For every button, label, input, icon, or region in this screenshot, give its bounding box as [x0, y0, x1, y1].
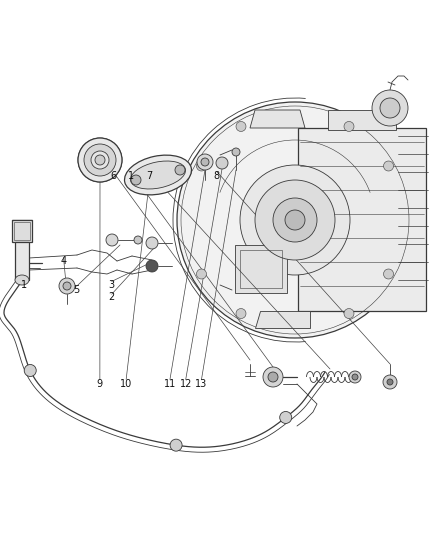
- Circle shape: [59, 278, 75, 294]
- Circle shape: [273, 198, 317, 242]
- Bar: [235, 245, 287, 293]
- Ellipse shape: [124, 155, 191, 195]
- Bar: [12, 220, 32, 242]
- Circle shape: [263, 367, 283, 387]
- Circle shape: [236, 122, 246, 132]
- Circle shape: [146, 237, 158, 249]
- Circle shape: [24, 365, 36, 376]
- Circle shape: [134, 236, 142, 244]
- Circle shape: [106, 234, 118, 246]
- Circle shape: [78, 138, 122, 182]
- Circle shape: [384, 161, 393, 171]
- Circle shape: [175, 165, 185, 175]
- Circle shape: [146, 260, 158, 272]
- Circle shape: [197, 154, 213, 170]
- Circle shape: [352, 374, 358, 380]
- Text: 1: 1: [21, 280, 27, 290]
- Circle shape: [255, 180, 335, 260]
- Text: 3: 3: [109, 280, 115, 289]
- Circle shape: [91, 151, 109, 169]
- Circle shape: [285, 210, 305, 230]
- Ellipse shape: [131, 161, 186, 189]
- Circle shape: [170, 439, 182, 451]
- Circle shape: [349, 371, 361, 383]
- Circle shape: [232, 148, 240, 156]
- Bar: [298, 128, 426, 311]
- Text: 11: 11: [164, 379, 176, 389]
- Circle shape: [177, 102, 413, 338]
- Text: 10: 10: [120, 379, 132, 389]
- Circle shape: [240, 165, 350, 275]
- Circle shape: [372, 90, 408, 126]
- Text: 2: 2: [109, 293, 115, 302]
- Circle shape: [216, 157, 228, 169]
- Circle shape: [380, 98, 400, 118]
- Polygon shape: [250, 110, 305, 128]
- Text: 6: 6: [110, 171, 116, 181]
- Text: 1: 1: [127, 171, 134, 181]
- Circle shape: [236, 309, 246, 319]
- Circle shape: [344, 122, 354, 132]
- Text: 4: 4: [60, 256, 67, 266]
- Circle shape: [387, 379, 393, 385]
- Text: 9: 9: [97, 379, 103, 389]
- Circle shape: [63, 282, 71, 290]
- Polygon shape: [255, 311, 310, 328]
- Circle shape: [280, 411, 292, 423]
- Text: 12: 12: [180, 379, 192, 389]
- Ellipse shape: [15, 275, 29, 285]
- Bar: [240, 250, 282, 288]
- Bar: [15, 242, 29, 280]
- Polygon shape: [220, 150, 232, 290]
- Circle shape: [84, 144, 116, 176]
- Circle shape: [201, 158, 209, 166]
- Bar: [328, 110, 396, 130]
- Text: 13: 13: [195, 379, 208, 389]
- Circle shape: [268, 372, 278, 382]
- Text: 7: 7: [146, 171, 152, 181]
- Text: 5: 5: [74, 286, 80, 295]
- Bar: [14, 222, 30, 240]
- Circle shape: [197, 161, 206, 171]
- Circle shape: [131, 175, 141, 185]
- Circle shape: [344, 309, 354, 319]
- Circle shape: [383, 375, 397, 389]
- Circle shape: [197, 269, 206, 279]
- Circle shape: [95, 155, 105, 165]
- Circle shape: [384, 269, 393, 279]
- Text: 8: 8: [214, 171, 220, 181]
